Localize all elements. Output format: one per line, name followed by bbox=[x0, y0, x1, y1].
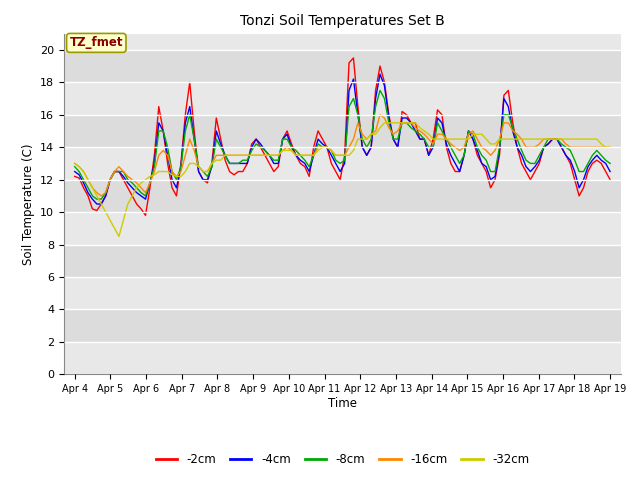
Bar bbox=[64, 180, 621, 212]
X-axis label: Time: Time bbox=[328, 397, 357, 410]
Bar bbox=[64, 342, 621, 374]
Legend: -2cm, -4cm, -8cm, -16cm, -32cm: -2cm, -4cm, -8cm, -16cm, -32cm bbox=[151, 448, 534, 471]
Bar bbox=[64, 50, 621, 82]
Bar bbox=[64, 277, 621, 310]
Title: Tonzi Soil Temperatures Set B: Tonzi Soil Temperatures Set B bbox=[240, 14, 445, 28]
Bar bbox=[64, 245, 621, 277]
Bar bbox=[64, 147, 621, 180]
Bar bbox=[64, 82, 621, 115]
Bar bbox=[64, 115, 621, 147]
Text: TZ_fmet: TZ_fmet bbox=[70, 36, 123, 49]
Bar bbox=[64, 212, 621, 245]
Bar bbox=[64, 310, 621, 342]
Y-axis label: Soil Temperature (C): Soil Temperature (C) bbox=[22, 143, 35, 265]
